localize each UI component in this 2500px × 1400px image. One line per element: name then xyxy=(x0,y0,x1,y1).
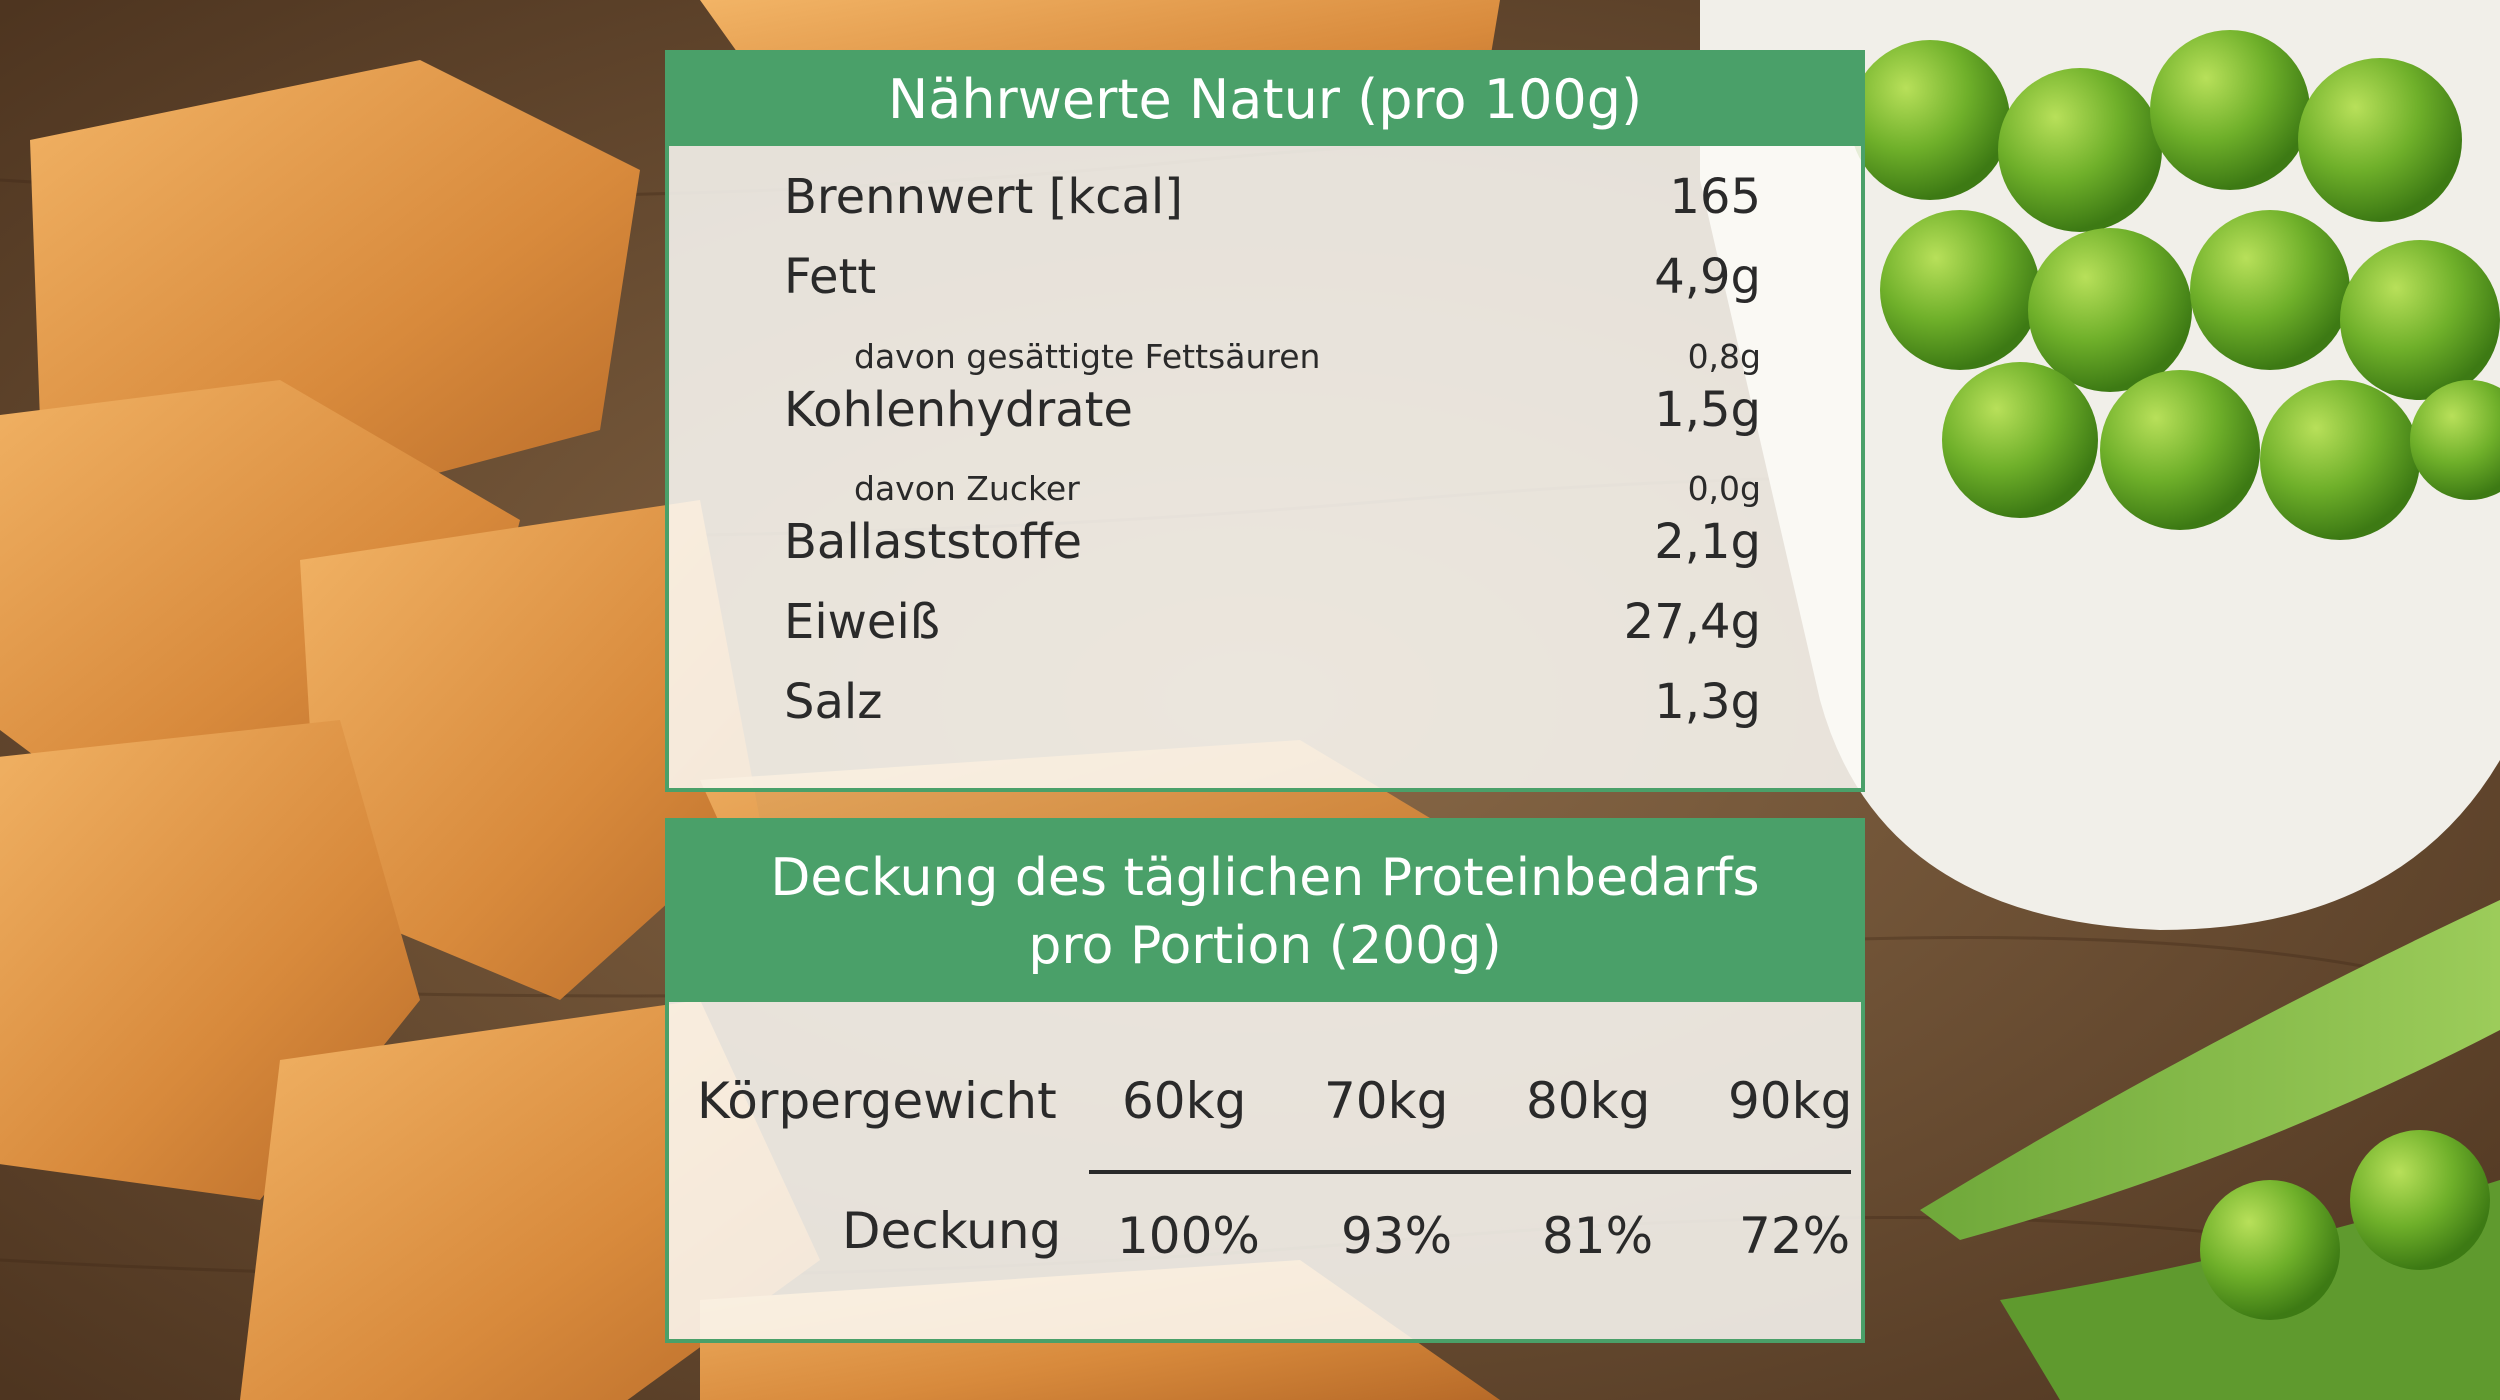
nutrition-label: davon Zucker xyxy=(854,469,1080,508)
nutrition-value: 1,3g xyxy=(1654,674,1761,730)
nutrition-value: 165 xyxy=(1669,169,1761,225)
nutrition-panel: Nährwerte Natur (pro 100g) Brennwert [kc… xyxy=(665,50,1865,792)
nutrition-label: Brennwert [kcal] xyxy=(784,169,1183,225)
nutrition-label: Eiweiß xyxy=(784,594,941,650)
protein-coverage-panel: Deckung des täglichen Proteinbedarfs pro… xyxy=(665,818,1865,1343)
nutrition-label: Ballaststoffe xyxy=(784,514,1083,570)
nutrition-title: Nährwerte Natur (pro 100g) xyxy=(669,54,1861,146)
nutrition-label: Kohlenhydrate xyxy=(784,382,1133,438)
nutrition-value: 4,9g xyxy=(1654,249,1761,305)
nutrition-value: 27,4g xyxy=(1623,594,1761,650)
coverage-row-label: Deckung xyxy=(842,1202,1062,1260)
weight-60: 60kg xyxy=(1122,1072,1247,1130)
nutrition-value: 2,1g xyxy=(1654,514,1761,570)
table-divider xyxy=(1089,1170,1851,1174)
weight-80: 80kg xyxy=(1526,1072,1651,1130)
nutrition-value: 0,0g xyxy=(1687,469,1761,508)
protein-title-line2: pro Portion (200g) xyxy=(1028,916,1502,976)
nutrition-value: 1,5g xyxy=(1654,382,1761,438)
coverage-60: 100% xyxy=(1117,1207,1260,1265)
coverage-70: 93% xyxy=(1341,1207,1453,1265)
coverage-80: 81% xyxy=(1542,1207,1654,1265)
protein-title-line1: Deckung des täglichen Proteinbedarfs xyxy=(770,848,1760,908)
weight-90: 90kg xyxy=(1728,1072,1853,1130)
weight-row-label: Körpergewicht xyxy=(697,1072,1057,1130)
weight-70: 70kg xyxy=(1324,1072,1449,1130)
nutrition-value: 0,8g xyxy=(1687,337,1761,376)
nutrition-label: Salz xyxy=(784,674,883,730)
nutrition-label: Fett xyxy=(784,249,877,305)
nutrition-label: davon gesättigte Fettsäuren xyxy=(854,337,1321,376)
protein-coverage-title: Deckung des täglichen Proteinbedarfs pro… xyxy=(669,822,1861,1002)
coverage-90: 72% xyxy=(1739,1207,1851,1265)
